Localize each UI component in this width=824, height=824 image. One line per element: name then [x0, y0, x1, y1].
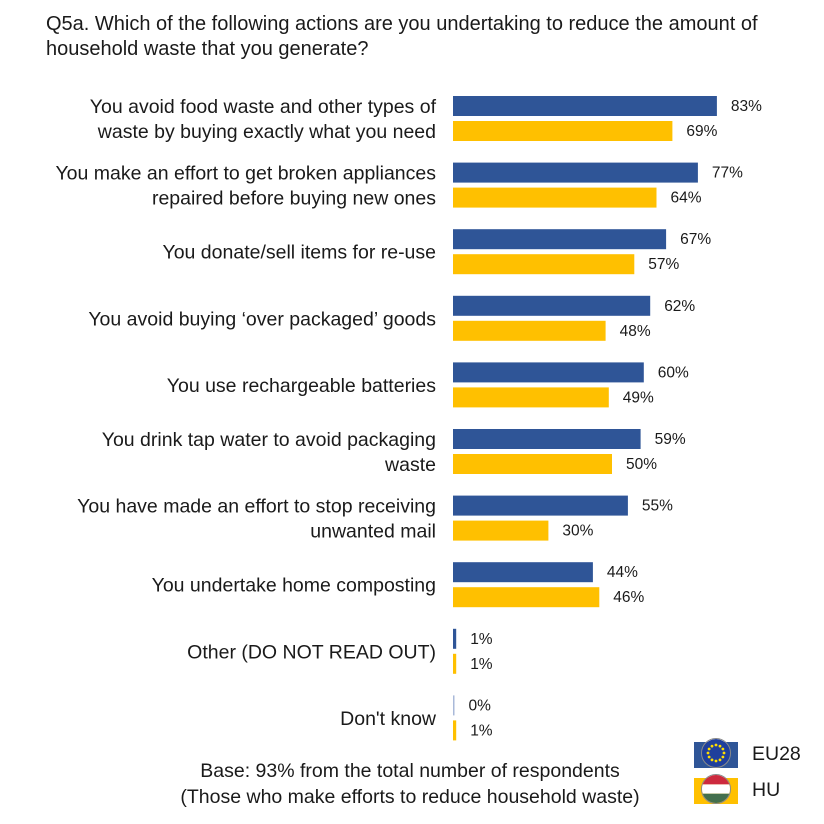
data-label-eu28: 59%: [655, 431, 686, 448]
category-label-line: waste by buying exactly what you need: [97, 121, 436, 143]
data-label-eu28: 44%: [607, 564, 638, 581]
category-label-line: You drink tap water to avoid packaging: [102, 429, 436, 451]
data-label-eu28: 60%: [658, 364, 689, 381]
category-label: You undertake home composting: [152, 575, 436, 597]
legend: EU28 HU: [694, 738, 814, 810]
bar-eu28: [453, 229, 667, 250]
category-label-line: waste: [384, 454, 436, 476]
bar-eu28: [453, 562, 593, 583]
legend-label-eu28: EU28: [752, 743, 801, 765]
bar-hu: [453, 454, 612, 474]
category-label: Other (DO NOT READ OUT): [187, 641, 436, 663]
bar-eu28: [453, 162, 698, 183]
bar-hu: [453, 121, 673, 141]
category-label: Don't know: [340, 708, 437, 730]
category-label-line: You avoid buying ‘over packaged’ goods: [88, 308, 436, 330]
category-label-line: You donate/sell items for re-use: [162, 242, 436, 264]
data-label-hu: 49%: [623, 389, 654, 406]
data-label-eu28: 67%: [680, 231, 711, 248]
data-label-eu28: 62%: [664, 298, 695, 315]
category-label: You avoid food waste and other types of w…: [90, 96, 437, 143]
data-label-hu: 30%: [562, 523, 593, 540]
bar-hu: [453, 520, 549, 541]
category-label: You donate/sell items for re-use: [162, 242, 436, 264]
data-label-hu: 1%: [470, 722, 493, 739]
bar-hu: [453, 254, 635, 275]
category-label-line: You use rechargeable batteries: [167, 375, 436, 397]
category-label-line: Other (DO NOT READ OUT): [187, 641, 436, 663]
category-label-line: unwanted mail: [310, 521, 436, 543]
category-label-line: You avoid food waste and other types of: [90, 96, 437, 118]
bar-hu: [453, 187, 657, 208]
bar-hu: [453, 653, 457, 674]
footnote-line-1: Base: 93% from the total number of respo…: [200, 760, 620, 782]
category-label: You have made an effort to stop receivin…: [77, 496, 436, 543]
data-label-eu28: 0%: [469, 697, 492, 714]
legend-item-hu: HU: [694, 774, 814, 810]
data-label-hu: 50%: [626, 456, 657, 473]
category-label-line: Don't know: [340, 708, 437, 730]
bar-eu28: [453, 429, 641, 449]
category-label-line: You have made an effort to stop receivin…: [77, 496, 436, 518]
chart-title: Q5a. Which of the following actions are …: [46, 13, 758, 60]
data-label-eu28: 1%: [470, 631, 493, 648]
bar-eu28: [453, 295, 651, 316]
bar-eu28: [453, 628, 457, 649]
eu-flag-icon: [701, 738, 731, 768]
category-label-line: repaired before buying new ones: [152, 188, 436, 210]
legend-label-hu: HU: [752, 779, 781, 801]
bar-eu28: [453, 495, 628, 516]
data-label-eu28: 77%: [712, 165, 743, 182]
category-label: You make an effort to get broken applian…: [55, 163, 436, 210]
bar-eu28: [453, 362, 644, 383]
footnote-line-2: (Those who make efforts to reduce househ…: [180, 786, 640, 808]
bar-chart: You avoid food waste and other types of w…: [55, 96, 762, 741]
legend-item-eu28: EU28: [694, 738, 814, 774]
category-label-line: You make an effort to get broken applian…: [55, 163, 436, 185]
bar-eu28: [453, 695, 455, 716]
category-label: You use rechargeable batteries: [167, 375, 436, 397]
data-label-hu: 48%: [620, 323, 651, 340]
bar-hu: [453, 720, 457, 741]
bar-hu: [453, 587, 600, 608]
data-label-hu: 69%: [686, 123, 717, 140]
bar-hu: [453, 387, 609, 408]
footnote: Base: 93% from the total number of respo…: [150, 758, 670, 810]
data-label-eu28: 83%: [731, 98, 762, 115]
category-label-line: You undertake home composting: [152, 575, 436, 597]
data-label-hu: 64%: [671, 190, 702, 207]
data-label-eu28: 55%: [642, 498, 673, 515]
bar-eu28: [453, 96, 717, 116]
data-label-hu: 1%: [470, 656, 493, 673]
hungary-flag-icon: [701, 774, 731, 804]
data-label-hu: 57%: [648, 256, 679, 273]
category-label: You avoid buying ‘over packaged’ goods: [88, 308, 436, 330]
category-label: You drink tap water to avoid packaging wa…: [102, 429, 436, 476]
bar-hu: [453, 320, 606, 341]
data-label-hu: 46%: [613, 589, 644, 606]
